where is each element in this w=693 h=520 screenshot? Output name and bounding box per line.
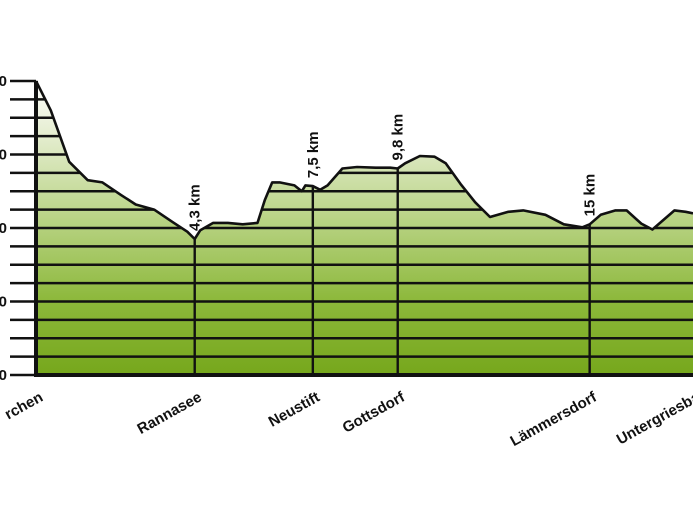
y-tick-label: 0 <box>0 220 7 237</box>
y-axis: 0 0 0 0 0 <box>0 73 38 384</box>
y-tick-label: 0 <box>0 367 7 384</box>
km-marker-label: 4,3 km <box>187 184 204 231</box>
place-label: Untergriesba <box>614 388 693 448</box>
km-marker-label: 7,5 km <box>305 131 322 178</box>
y-tick-label: 0 <box>0 73 7 90</box>
place-label: Neustift <box>266 389 323 431</box>
place-label: rchen <box>2 389 46 424</box>
place-label: Gottsdorf <box>340 388 409 436</box>
km-marker-label: 15 km <box>582 174 599 217</box>
place-labels: rchen Rannasee Neustift Gottsdorf Lämmersdor… <box>2 388 693 450</box>
y-tick-label: 0 <box>0 294 7 311</box>
km-markers: 4,3 km 7,5 km 9,8 km 15 km <box>187 114 599 377</box>
place-label: Lämmersdorf <box>508 388 601 450</box>
km-marker-label: 9,8 km <box>390 114 407 161</box>
place-label: Rannasee <box>134 389 204 438</box>
elevation-area <box>34 80 693 377</box>
y-tick-label: 0 <box>0 147 7 164</box>
elevation-line <box>34 80 693 241</box>
